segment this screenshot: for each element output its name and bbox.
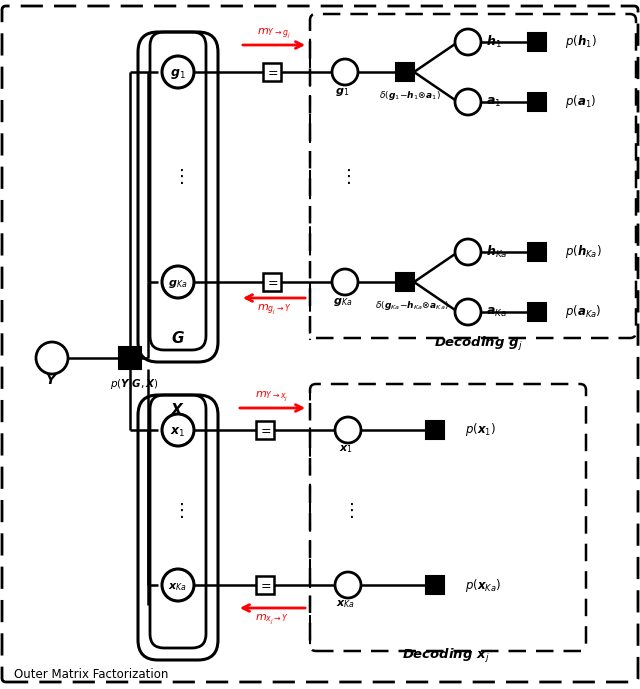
Text: Outer Matrix Factorization: Outer Matrix Factorization <box>14 668 168 681</box>
Circle shape <box>455 89 481 115</box>
Text: $\boldsymbol{g}_1$: $\boldsymbol{g}_1$ <box>170 67 186 81</box>
Bar <box>528 93 546 111</box>
Text: $\boldsymbol{x}_{Ka}$: $\boldsymbol{x}_{Ka}$ <box>168 581 188 593</box>
Text: $=$: $=$ <box>258 579 272 591</box>
Circle shape <box>335 572 361 598</box>
Text: $\boldsymbol{x}_{Ka}$: $\boldsymbol{x}_{Ka}$ <box>337 598 356 610</box>
Text: $\vdots$: $\vdots$ <box>339 167 351 187</box>
Bar <box>426 576 444 594</box>
Circle shape <box>332 59 358 85</box>
Text: $m_{g_j\rightarrow Y}$: $m_{g_j\rightarrow Y}$ <box>257 303 291 317</box>
Circle shape <box>335 417 361 443</box>
Text: Decoding $\boldsymbol{g}_j$: Decoding $\boldsymbol{g}_j$ <box>434 335 522 353</box>
Bar <box>528 303 546 321</box>
Circle shape <box>162 56 194 88</box>
Text: $\boldsymbol{x}_1$: $\boldsymbol{x}_1$ <box>170 425 186 439</box>
Bar <box>396 273 414 291</box>
Text: $m_{x_j\rightarrow Y}$: $m_{x_j\rightarrow Y}$ <box>255 613 289 627</box>
Text: $=$: $=$ <box>265 276 279 289</box>
Text: $=$: $=$ <box>258 424 272 437</box>
Circle shape <box>162 414 194 446</box>
Text: $\boldsymbol{X}$: $\boldsymbol{X}$ <box>170 402 186 418</box>
Text: $\boldsymbol{Y}$: $\boldsymbol{Y}$ <box>45 373 59 387</box>
Text: $m_{Y\rightarrow g_j}$: $m_{Y\rightarrow g_j}$ <box>257 27 291 41</box>
Text: $p(\boldsymbol{h}_{Ka})$: $p(\boldsymbol{h}_{Ka})$ <box>565 243 602 260</box>
Text: $p(\boldsymbol{a}_1)$: $p(\boldsymbol{a}_1)$ <box>565 94 596 110</box>
Text: $\boldsymbol{g}_1$: $\boldsymbol{g}_1$ <box>335 86 349 98</box>
Circle shape <box>162 266 194 298</box>
Text: $\delta(\boldsymbol{g}_{Ka}\!-\!\boldsymbol{h}_{Ka}\!\otimes\!\boldsymbol{a}_{Ka: $\delta(\boldsymbol{g}_{Ka}\!-\!\boldsym… <box>375 298 449 311</box>
Text: Decoding $\boldsymbol{x}_j$: Decoding $\boldsymbol{x}_j$ <box>402 647 490 665</box>
FancyBboxPatch shape <box>138 32 218 362</box>
Text: $\delta(\boldsymbol{g}_1\!-\!\boldsymbol{h}_1\!\otimes\!\boldsymbol{a}_1)$: $\delta(\boldsymbol{g}_1\!-\!\boldsymbol… <box>379 88 441 101</box>
Text: $\boldsymbol{a}_{Ka}$: $\boldsymbol{a}_{Ka}$ <box>486 305 507 318</box>
Bar <box>263 63 281 81</box>
Circle shape <box>162 569 194 601</box>
Bar <box>528 33 546 51</box>
Text: $p(\boldsymbol{x}_{Ka})$: $p(\boldsymbol{x}_{Ka})$ <box>465 577 501 593</box>
Text: $\boldsymbol{h}_{Ka}$: $\boldsymbol{h}_{Ka}$ <box>486 244 508 260</box>
Circle shape <box>455 239 481 265</box>
Text: $p(\boldsymbol{Y}|\boldsymbol{G},\boldsymbol{X})$: $p(\boldsymbol{Y}|\boldsymbol{G},\boldsy… <box>109 377 158 391</box>
Text: $\boldsymbol{a}_1$: $\boldsymbol{a}_1$ <box>486 96 501 109</box>
Text: $\vdots$: $\vdots$ <box>342 500 354 520</box>
Circle shape <box>36 342 68 374</box>
Circle shape <box>455 29 481 55</box>
Bar <box>256 576 274 594</box>
FancyBboxPatch shape <box>138 395 218 660</box>
Text: $p(\boldsymbol{h}_1)$: $p(\boldsymbol{h}_1)$ <box>565 34 596 50</box>
Text: $\vdots$: $\vdots$ <box>172 167 184 187</box>
Bar <box>263 273 281 291</box>
Text: $\vdots$: $\vdots$ <box>172 500 184 520</box>
Text: $\boldsymbol{h}_1$: $\boldsymbol{h}_1$ <box>486 34 502 50</box>
Text: $m_{Y\rightarrow x_j}$: $m_{Y\rightarrow x_j}$ <box>255 390 289 404</box>
Bar <box>256 421 274 439</box>
Bar <box>396 63 414 81</box>
Bar <box>528 243 546 261</box>
Circle shape <box>332 269 358 295</box>
Text: $\boldsymbol{g}_{Ka}$: $\boldsymbol{g}_{Ka}$ <box>168 278 188 290</box>
Text: $p(\boldsymbol{x}_1)$: $p(\boldsymbol{x}_1)$ <box>465 422 496 438</box>
Circle shape <box>455 299 481 325</box>
Text: $\boldsymbol{x}_1$: $\boldsymbol{x}_1$ <box>339 443 353 455</box>
Bar <box>426 421 444 439</box>
Text: $=$: $=$ <box>265 65 279 79</box>
Text: $\boldsymbol{G}$: $\boldsymbol{G}$ <box>171 330 185 346</box>
Bar <box>119 347 141 369</box>
Text: $p(\boldsymbol{a}_{Ka})$: $p(\boldsymbol{a}_{Ka})$ <box>565 303 602 320</box>
Text: $\boldsymbol{g}_{Ka}$: $\boldsymbol{g}_{Ka}$ <box>333 296 353 308</box>
